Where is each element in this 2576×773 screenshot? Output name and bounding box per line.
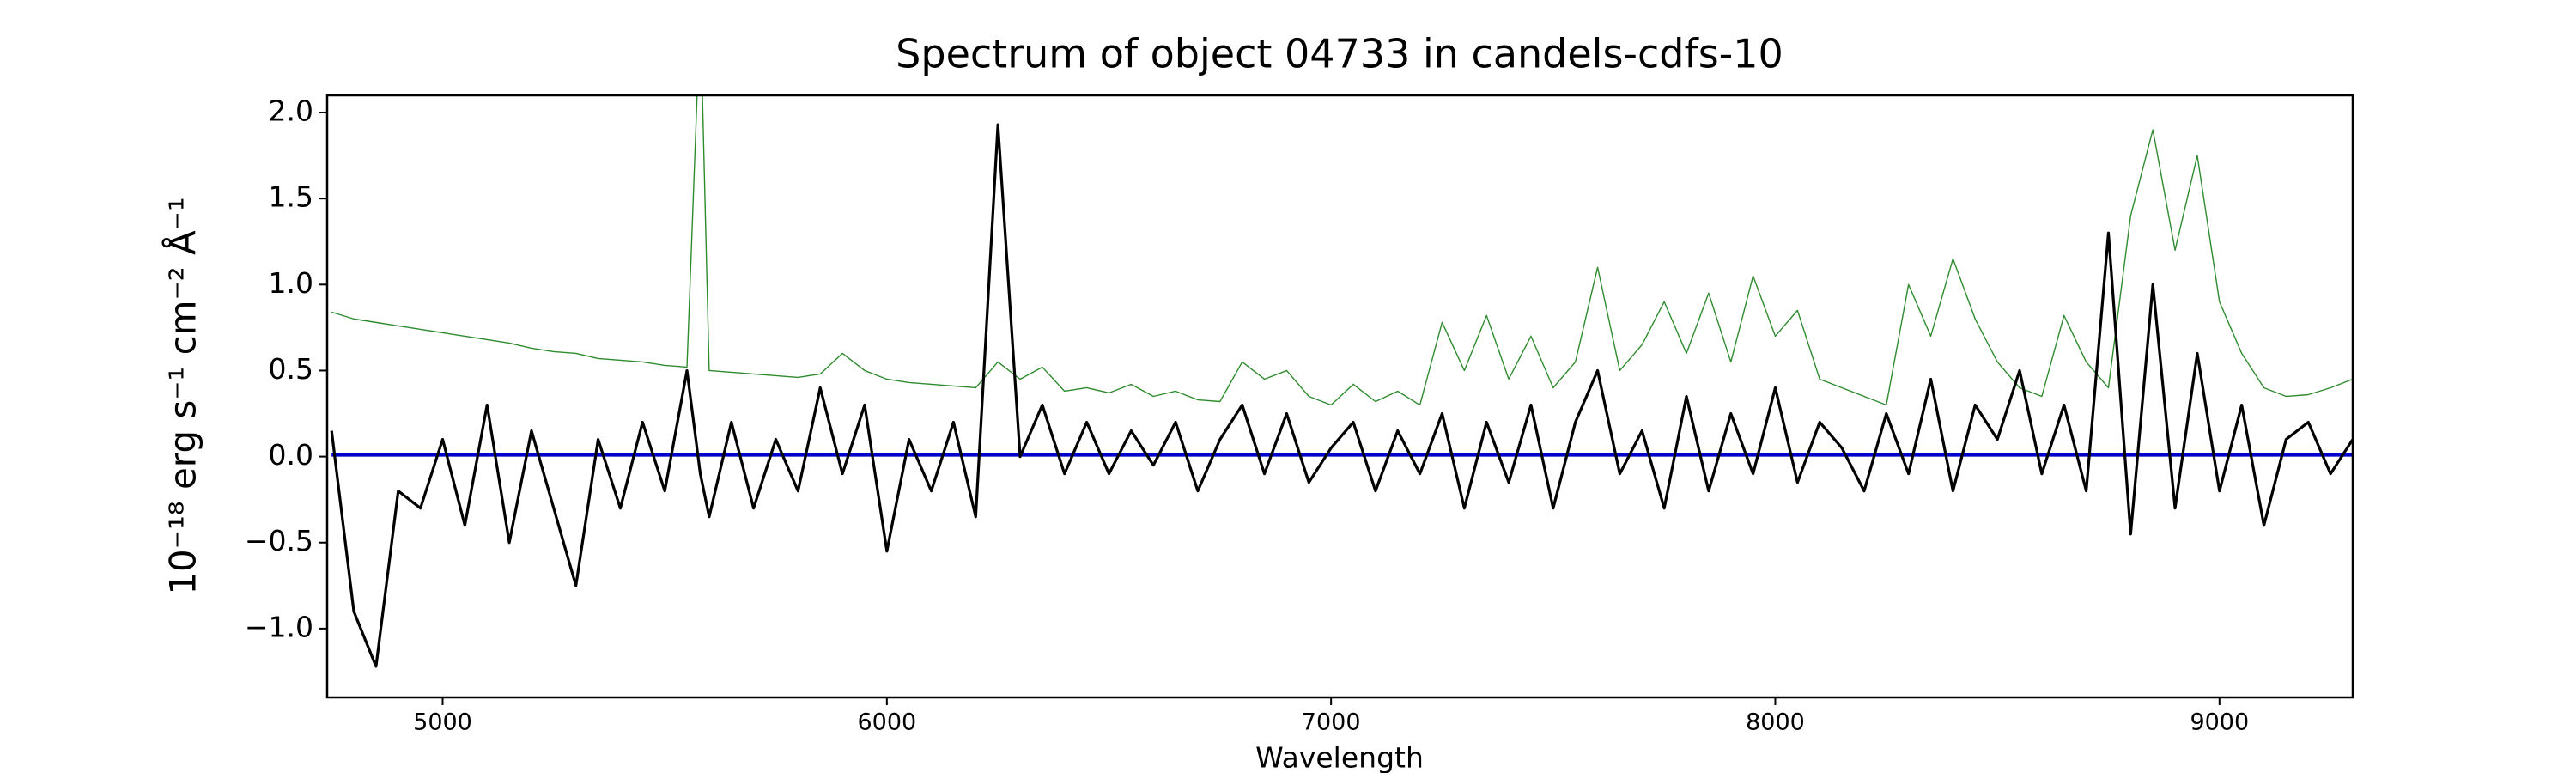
- y-tick-label: 1.0: [269, 266, 313, 300]
- x-tick-label: 9000: [2190, 709, 2249, 736]
- x-axis-label: Wavelength: [1255, 741, 1424, 773]
- spectrum-line: [330, 123, 2353, 668]
- y-tick-label: 0.0: [269, 438, 313, 472]
- y-axis-label: 10⁻¹⁸ erg s⁻¹ cm⁻² Å⁻¹: [161, 197, 204, 594]
- chart-title: Spectrum of object 04733 in candels-cdfs…: [896, 31, 1783, 77]
- plot-frame: [325, 94, 2354, 699]
- y-tick-label: 2.0: [269, 94, 313, 128]
- y-tick-label: −1.0: [245, 610, 313, 643]
- series-group: [330, 95, 2353, 668]
- x-tick-label: 8000: [1746, 709, 1805, 736]
- x-tick-label: 6000: [857, 709, 916, 736]
- y-tick-label: 0.5: [269, 352, 313, 386]
- x-tick-label: 5000: [413, 709, 472, 736]
- x-tick-label: 7000: [1302, 709, 1361, 736]
- y-tick-label: −0.5: [245, 524, 313, 557]
- y-tick-label: 1.5: [269, 180, 313, 214]
- spectrum-line: [331, 95, 2353, 406]
